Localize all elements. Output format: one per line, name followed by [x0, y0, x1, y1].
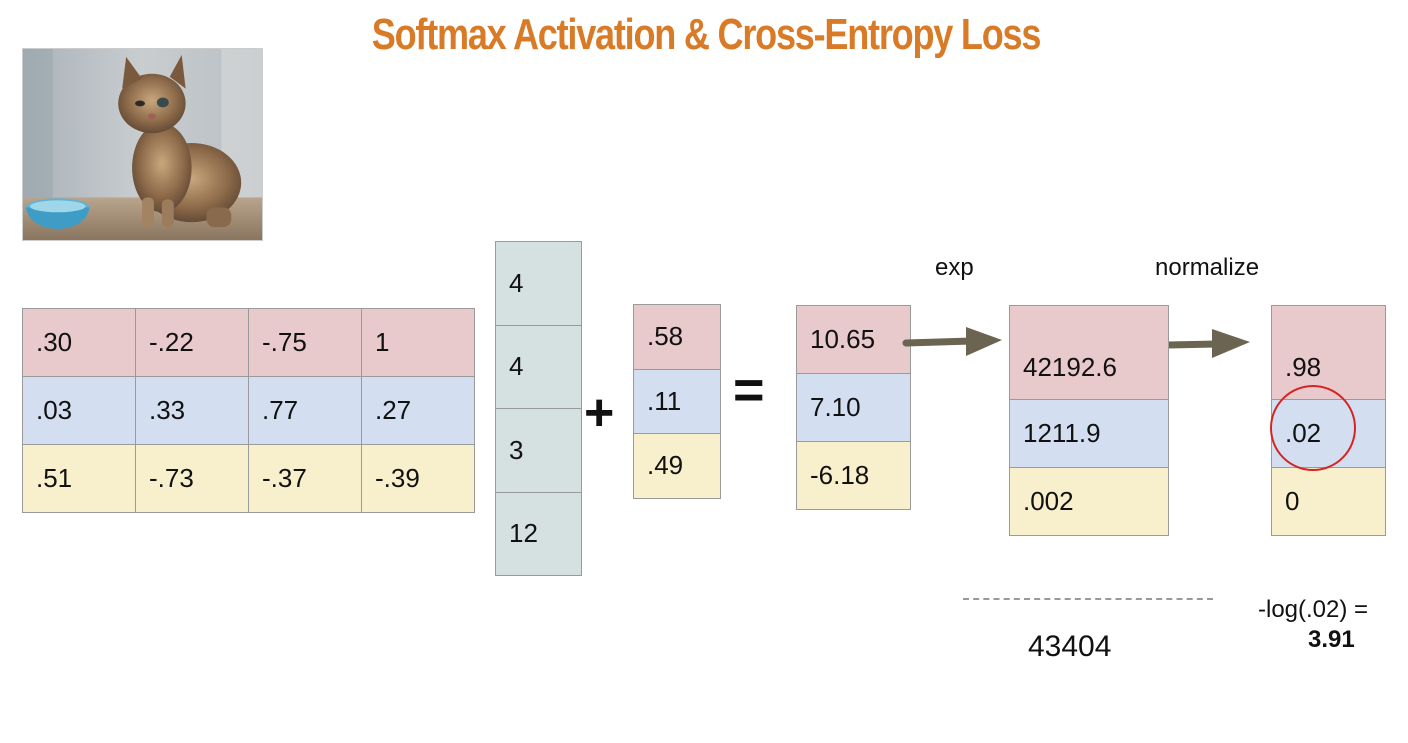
weight-cell: -.37 — [248, 444, 362, 513]
input-cell: 4 — [495, 324, 582, 409]
weight-cell: -.75 — [248, 308, 362, 377]
input-cell: 12 — [495, 491, 582, 576]
normalize-label: normalize — [1155, 254, 1260, 281]
input-cell: 4 — [495, 241, 582, 326]
sum-divider — [963, 598, 1213, 600]
bias-cell: .49 — [633, 433, 721, 499]
loss-value: 3.91 — [1308, 626, 1355, 653]
weight-cell: .27 — [361, 376, 475, 445]
exp-label: exp — [935, 254, 974, 281]
sum-value: 43404 — [1028, 630, 1112, 663]
score-cell: 10.65 — [796, 305, 911, 374]
weight-cell: -.73 — [135, 444, 249, 513]
weight-cell: -.22 — [135, 308, 249, 377]
input-cell: 3 — [495, 408, 582, 493]
highlight-circle — [1270, 385, 1356, 471]
probability-cell: 0 — [1271, 467, 1386, 536]
plus-operator: + — [584, 384, 615, 442]
weight-cell: 1 — [361, 308, 475, 377]
exp-value-cell: 42192.6 — [1009, 305, 1169, 400]
exp-value-cell: .002 — [1009, 467, 1169, 536]
weight-cell: .33 — [135, 376, 249, 445]
score-cell: -6.18 — [796, 441, 911, 510]
kitten-image — [22, 48, 263, 241]
weight-cell: .51 — [22, 444, 136, 513]
probability-cell: .02 — [1271, 399, 1386, 468]
bias-cell: .58 — [633, 304, 721, 370]
weight-cell: .03 — [22, 376, 136, 445]
score-cell: 7.10 — [796, 373, 911, 442]
loss-expression: -log(.02) = — [1258, 596, 1369, 623]
weight-cell: .30 — [22, 308, 136, 377]
exp-arrow-icon — [902, 327, 1002, 356]
weight-cell: .77 — [248, 376, 362, 445]
bias-cell: .11 — [633, 368, 721, 434]
page-title: Softmax Activation & Cross-Entropy Loss — [371, 10, 1042, 59]
exp-value-cell: 1211.9 — [1009, 399, 1169, 468]
equals-operator: = — [733, 360, 765, 420]
normalize-arrow-icon — [1164, 329, 1250, 358]
weight-cell: -.39 — [361, 444, 475, 513]
